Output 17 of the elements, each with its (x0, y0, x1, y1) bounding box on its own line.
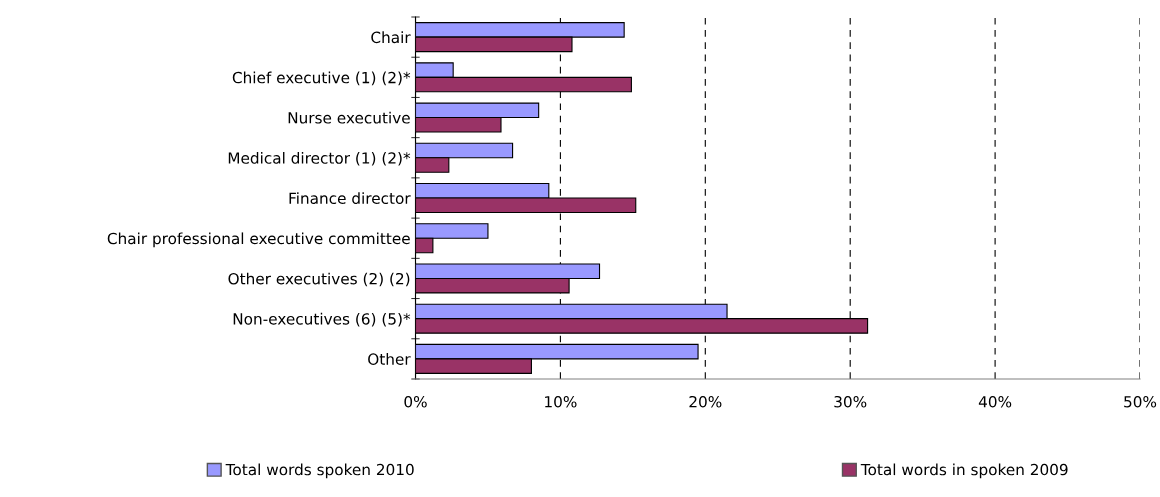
y-tick-label: Nurse executive (288, 111, 410, 124)
y-tick-label: Finance director (289, 192, 411, 205)
x-tick-label: 50% (1124, 395, 1157, 408)
x-tick-label: 10% (545, 395, 577, 408)
y-tick-label: Other executives (2) (2) (228, 272, 410, 287)
x-tick-label: 30% (834, 395, 867, 408)
x-tick-label: 0% (404, 395, 427, 408)
legend-label: Total words in spoken 2009 (860, 463, 1068, 479)
y-tick-label: Other (368, 353, 411, 365)
legend-label: Total words spoken 2010 (225, 463, 414, 479)
x-tick-label: 20% (689, 395, 722, 408)
y-tick-label: Chair professional executive committee (107, 232, 410, 248)
y-tick-label: Chair (371, 31, 411, 44)
y-tick-label: Medical director (1) (2)* (228, 151, 411, 166)
y-tick-label: Chief executive (1) (2)* (232, 71, 411, 86)
y-tick-label: Non-executives (6) (5)* (233, 312, 411, 327)
x-tick-label: 40% (978, 395, 1012, 408)
